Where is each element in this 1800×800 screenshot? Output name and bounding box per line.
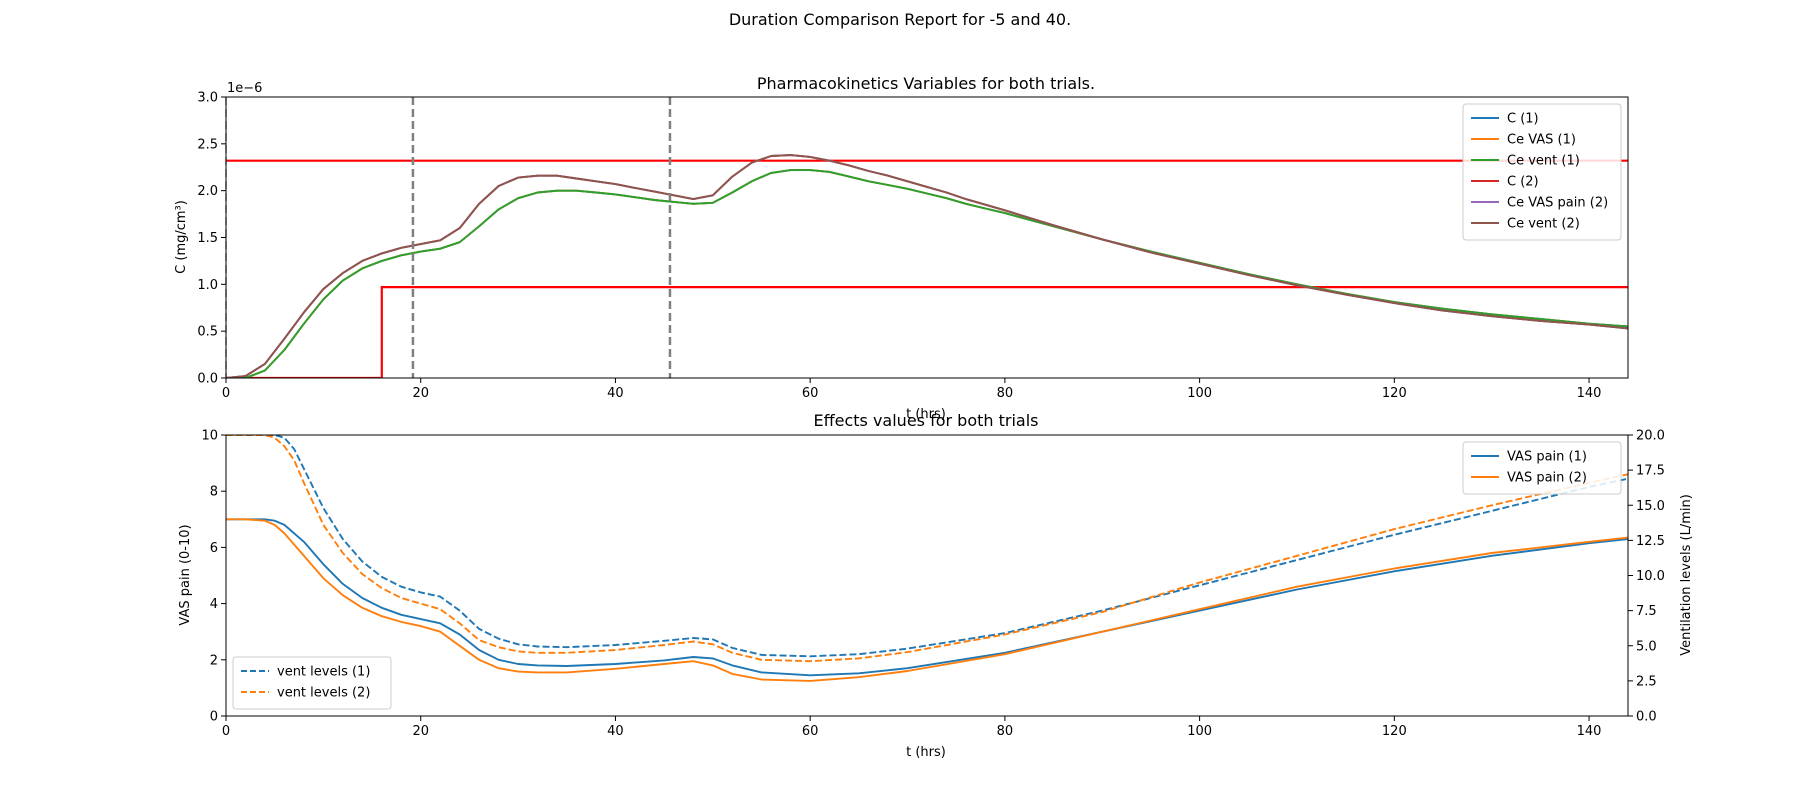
effects-x-tick-label: 40 — [607, 724, 624, 739]
pk-ticks: 0 20 40 60 80 100 120 140 0.0 0.5 1.0 1.5 2.0 2.5 3.0 — [197, 91, 1601, 402]
effects-y-axis-label: VAS pain (0-10) — [178, 524, 193, 625]
effects-y2-tick-label: 12.5 — [1636, 534, 1665, 549]
legend-box — [1462, 103, 1622, 241]
effects-series-line-2 — [226, 518, 1628, 682]
effects-y-tick-label: 10 — [201, 429, 218, 444]
effects-legend: VAS pain (1) VAS pain (2) — [1462, 441, 1622, 495]
pk-series-line-3 — [226, 169, 1628, 378]
pk-y-offset-label: 1e−6 — [227, 81, 262, 96]
effects-x-axis-label: t (hrs) — [906, 745, 946, 760]
effects-y-tick-label: 6 — [210, 541, 218, 556]
legend-entry-label: Ce VAS pain (2) — [1507, 196, 1608, 211]
pk-series — [226, 154, 1628, 378]
effects-y-tick-label: 4 — [210, 597, 218, 612]
pk-x-tick-label: 40 — [607, 386, 624, 401]
effects-series — [226, 435, 1628, 682]
effects-y2-axis-label: Ventilation levels (L/min) — [1679, 494, 1694, 656]
effects-y2-tick-label: 17.5 — [1636, 464, 1665, 479]
pk-series-line-1 — [226, 169, 1628, 378]
effects-y2-tick-label: 0.0 — [1636, 710, 1657, 725]
effects-y2-tick-label: 7.5 — [1636, 604, 1657, 619]
pk-series-line-2 — [226, 169, 1628, 378]
effects-series-line-1 — [226, 518, 1628, 677]
effects-series-line-4 — [226, 435, 1628, 663]
effects-y-tick-label: 2 — [210, 653, 218, 668]
pk-plot-frame — [225, 96, 1629, 379]
pk-y-tick-label: 1.0 — [197, 278, 218, 293]
legend-entry-label: Ce vent (1) — [1507, 154, 1580, 169]
pk-x-tick-label: 80 — [997, 386, 1014, 401]
pk-reference-lines — [226, 159, 1628, 378]
pk-x-tick-label: 120 — [1382, 386, 1407, 401]
effects-x-tick-label: 20 — [412, 724, 429, 739]
effects-y-tick-label: 8 — [210, 485, 218, 500]
pk-x-tick-label: 20 — [412, 386, 429, 401]
effects-ticks: 0 20 40 60 80 100 120 140 0 2 4 6 8 10 0.0 2.5 5.0 7.5 10.… — [201, 429, 1665, 740]
legend-box — [1462, 441, 1622, 495]
legend-entry-label: C (2) — [1507, 175, 1539, 190]
legend-entry-label: Ce vent (2) — [1507, 217, 1580, 232]
legend-entry-label: vent levels (2) — [277, 686, 370, 701]
effects-y2-tick-label: 20.0 — [1636, 429, 1665, 444]
legend-entry-label: VAS pain (1) — [1507, 450, 1587, 465]
pk-y-axis-label: C (mg/cm³) — [174, 200, 189, 274]
pk-vertical-markers — [225, 97, 672, 378]
effects-x-tick-label: 60 — [802, 724, 819, 739]
effects-chart-title: Effects values for both trials — [813, 411, 1038, 430]
pk-x-tick-label: 140 — [1577, 386, 1602, 401]
pk-y-tick-label: 0.5 — [197, 325, 218, 340]
pk-x-tick-label: 60 — [802, 386, 819, 401]
pk-y-tick-label: 2.0 — [197, 184, 218, 199]
effects-chart: Effects values for both trials VAS pain … — [178, 411, 1694, 760]
pk-y-tick-label: 2.5 — [197, 137, 218, 152]
threshold-step-line — [226, 286, 1628, 378]
pk-series-line-4 — [226, 154, 1628, 378]
pk-chart: Pharmacokinetics Variables for both tria… — [174, 74, 1629, 422]
effects-y2-tick-label: 15.0 — [1636, 499, 1665, 514]
legend-entry-label: C (1) — [1507, 112, 1539, 127]
pk-y-tick-label: 0.0 — [197, 372, 218, 387]
effects-y2-tick-label: 2.5 — [1636, 674, 1657, 689]
pk-x-tick-label: 0 — [222, 386, 230, 401]
pk-y-tick-label: 3.0 — [197, 91, 218, 106]
pk-chart-title: Pharmacokinetics Variables for both tria… — [757, 74, 1095, 93]
effects-y2-tick-label: 5.0 — [1636, 639, 1657, 654]
effects-x-tick-label: 100 — [1187, 724, 1212, 739]
pk-x-tick-label: 100 — [1187, 386, 1212, 401]
legend-box — [232, 656, 392, 710]
effects-x-tick-label: 80 — [997, 724, 1014, 739]
effects-y-tick-label: 0 — [210, 710, 218, 725]
pk-series-line-5 — [226, 154, 1628, 378]
legend-entry-label: Ce VAS (1) — [1507, 133, 1576, 148]
effects-x-tick-label: 120 — [1382, 724, 1407, 739]
legend-entry-label: VAS pain (2) — [1507, 471, 1587, 486]
effects-x-tick-label: 0 — [222, 724, 230, 739]
pk-series-line-6 — [226, 154, 1628, 378]
effects-series-line-3 — [226, 435, 1628, 658]
effects-legend-vent: vent levels (1) vent levels (2) — [232, 656, 392, 710]
effects-x-tick-label: 140 — [1577, 724, 1602, 739]
pk-x-axis-label: t (hrs) — [906, 407, 946, 422]
pk-y-tick-label: 1.5 — [197, 231, 218, 246]
pk-legend: C (1) Ce VAS (1) Ce vent (1) C (2) Ce VAS pa… — [1462, 103, 1622, 241]
legend-entry-label: vent levels (1) — [277, 665, 370, 680]
effects-y2-tick-label: 10.0 — [1636, 569, 1665, 584]
figure-title: Duration Comparison Report for -5 and 40… — [728, 10, 1072, 29]
effects-plot-frame — [225, 434, 1629, 717]
